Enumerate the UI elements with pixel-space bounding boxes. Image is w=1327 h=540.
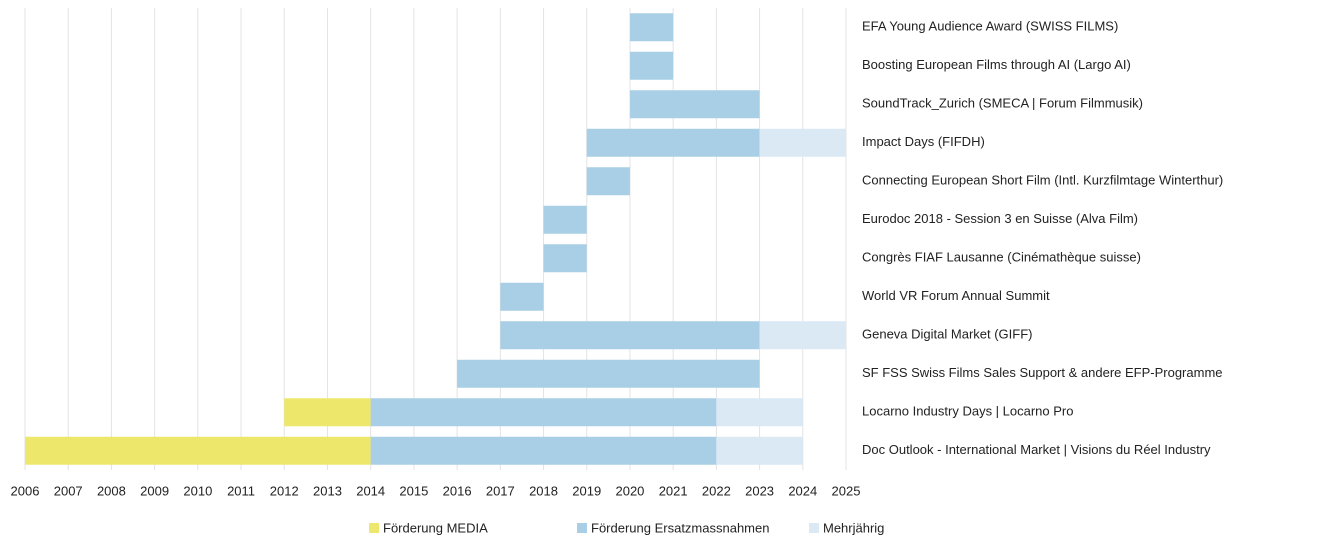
x-tick-label: 2019 bbox=[572, 483, 601, 498]
x-tick-label: 2025 bbox=[832, 483, 861, 498]
bar-segment bbox=[284, 398, 371, 427]
x-tick-label: 2012 bbox=[270, 483, 299, 498]
row-label: Locarno Industry Days | Locarno Pro bbox=[862, 404, 1074, 419]
bar-segment bbox=[500, 321, 760, 350]
legend-label: Förderung Ersatzmassnahmen bbox=[591, 520, 769, 535]
bar-segment bbox=[629, 51, 674, 80]
bar-segment bbox=[586, 167, 630, 196]
row-label: Connecting European Short Film (Intl. Ku… bbox=[862, 173, 1223, 188]
row-label: SoundTrack_Zurich (SMECA | Forum Filmmus… bbox=[862, 96, 1143, 111]
x-tick-label: 2010 bbox=[183, 483, 212, 498]
x-tick-label: 2023 bbox=[745, 483, 774, 498]
legend-swatch bbox=[809, 523, 819, 533]
x-tick-label: 2020 bbox=[615, 483, 644, 498]
bar-segment bbox=[457, 359, 760, 388]
bar-segment bbox=[759, 321, 846, 350]
row-label: Impact Days (FIFDH) bbox=[862, 134, 985, 149]
bar-segment bbox=[586, 128, 760, 157]
bar-segment bbox=[543, 205, 587, 234]
bar-segment bbox=[25, 436, 371, 465]
x-tick-label: 2014 bbox=[356, 483, 385, 498]
x-tick-label: 2018 bbox=[529, 483, 558, 498]
x-tick-label: 2006 bbox=[11, 483, 40, 498]
row-label: SF FSS Swiss Films Sales Support & ander… bbox=[862, 365, 1223, 380]
x-tick-label: 2024 bbox=[788, 483, 817, 498]
x-tick-label: 2008 bbox=[97, 483, 126, 498]
x-tick-label: 2007 bbox=[54, 483, 83, 498]
bar-segment bbox=[716, 398, 803, 427]
legend-label: Förderung MEDIA bbox=[383, 520, 488, 535]
legend-swatch bbox=[369, 523, 379, 533]
legend-swatch bbox=[577, 523, 587, 533]
bar-segment bbox=[716, 436, 803, 465]
bar-segment bbox=[500, 282, 544, 311]
bar-segment bbox=[629, 90, 760, 119]
x-tick-label: 2013 bbox=[313, 483, 342, 498]
row-label: Doc Outlook - International Market | Vis… bbox=[862, 442, 1211, 457]
x-tick-label: 2016 bbox=[443, 483, 472, 498]
x-tick-label: 2021 bbox=[659, 483, 688, 498]
x-tick-label: 2011 bbox=[227, 483, 255, 498]
row-label: Congrès FIAF Lausanne (Cinémathèque suis… bbox=[862, 250, 1141, 265]
row-label: Geneva Digital Market (GIFF) bbox=[862, 327, 1033, 342]
x-tick-label: 2015 bbox=[399, 483, 428, 498]
row-label: EFA Young Audience Award (SWISS FILMS) bbox=[862, 19, 1118, 34]
x-tick-label: 2022 bbox=[702, 483, 731, 498]
bar-segment bbox=[370, 436, 717, 465]
bar-segment bbox=[759, 128, 846, 157]
row-label: World VR Forum Annual Summit bbox=[862, 288, 1050, 303]
bar-segment bbox=[629, 13, 674, 42]
row-label: Boosting European Films through AI (Larg… bbox=[862, 57, 1131, 72]
bar-segment bbox=[543, 244, 587, 273]
x-tick-label: 2017 bbox=[486, 483, 515, 498]
legend-label: Mehrjährig bbox=[823, 520, 884, 535]
x-tick-label: 2009 bbox=[140, 483, 169, 498]
bar-segment bbox=[370, 398, 717, 427]
row-label: Eurodoc 2018 - Session 3 en Suisse (Alva… bbox=[862, 211, 1138, 226]
